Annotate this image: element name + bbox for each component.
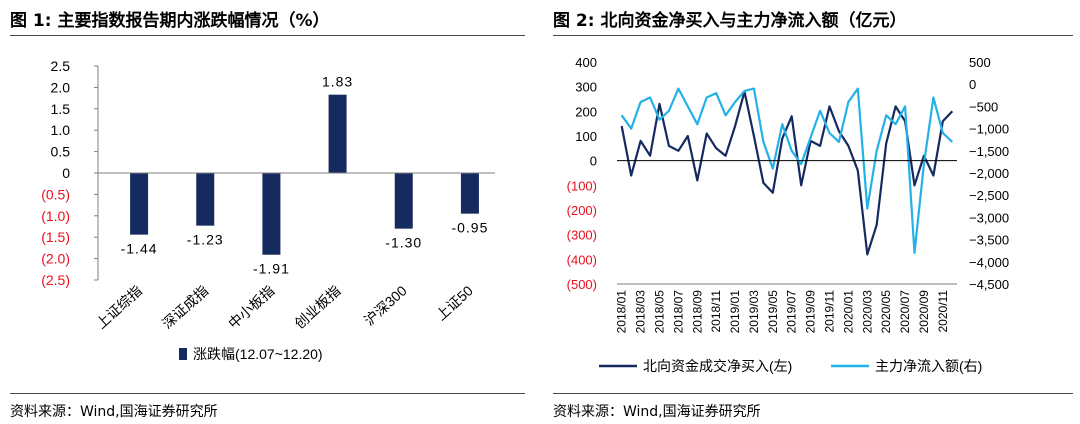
- x-tick-label: 2019/01: [728, 290, 742, 334]
- left-source-rule: [10, 393, 525, 394]
- x-tick-label: 2020/11: [936, 290, 950, 333]
- right-chart-right-tick-label: −500: [969, 99, 998, 114]
- legend-label: 涨跌幅(12.07~12.20): [193, 346, 323, 362]
- x-tick-label: 2019/05: [766, 290, 780, 334]
- left-panel: 图 1: 主要指数报告期内涨跌幅情况（%） 2.5 2.0 1.5 1.0 0.5 0 (0…: [10, 0, 530, 424]
- right-chart-right-tick-label: 500: [969, 55, 991, 70]
- bar-value-label: 1.83: [322, 74, 353, 90]
- bar-6: [460, 173, 479, 214]
- bar-5: [394, 173, 413, 229]
- category-label: 上证综指: [93, 282, 145, 331]
- left-y-tick-label: 0.5: [51, 144, 71, 160]
- right-chart-right-tick-label: −1,000: [969, 122, 1009, 137]
- right-chart-right-tick-label: −2,500: [969, 188, 1009, 203]
- right-chart-left-tick-label: 0: [590, 154, 597, 169]
- right-panel: 图 2: 北向资金净买入与主力净流入额（亿元） 400 300 200 100 0 (10…: [553, 0, 1073, 424]
- x-tick-label: 2020/09: [917, 290, 931, 334]
- x-tick-label: 2020/07: [898, 290, 912, 334]
- x-tick-label: 2018/03: [634, 290, 648, 334]
- right-chart-right-tick-label: 0: [969, 77, 976, 92]
- series-line-1: [620, 90, 954, 256]
- right-chart-right-tick-label: −3,500: [969, 233, 1009, 248]
- category-label: 上证50: [433, 282, 476, 323]
- x-tick-label: 2019/09: [804, 290, 818, 334]
- left-y-tick-label: (1.5): [41, 229, 70, 245]
- right-chart-right-tick-label: −2,000: [969, 166, 1009, 181]
- category-label: 中小板指: [225, 282, 277, 331]
- left-chart-title: 图 1: 主要指数报告期内涨跌幅情况（%）: [10, 11, 330, 31]
- category-label: 创业板指: [291, 282, 343, 331]
- left-y-tick-label: (0.5): [41, 186, 70, 202]
- right-chart-left-tick-label: 100: [575, 129, 597, 144]
- right-chart-left-tick-label: 300: [575, 80, 597, 95]
- right-chart-title: 图 2: 北向资金净买入与主力净流入额（亿元）: [553, 11, 907, 31]
- left-y-tick-label: (2.5): [41, 272, 70, 288]
- x-tick-label: 2020/05: [879, 290, 893, 334]
- bar-value-label: -1.91: [253, 261, 290, 277]
- right-chart-right-tick-label: −3,000: [969, 210, 1009, 225]
- left-y-tick-label: 2.5: [51, 58, 71, 74]
- bar-value-label: -1.30: [385, 235, 422, 251]
- bar-value-label: -0.95: [451, 220, 488, 236]
- category-label: 沪深300: [361, 282, 410, 328]
- left-y-tick-label: 1.5: [51, 101, 71, 117]
- right-chart-right-tick-label: −4,000: [969, 255, 1009, 270]
- left-y-tick-label: 0: [62, 165, 70, 181]
- right-line-chart: 400 300 200 100 0 (100) (200) (300) (400) (500) 50…: [567, 55, 1009, 374]
- series-line-2: [620, 87, 954, 254]
- legend-swatch: [179, 348, 187, 360]
- x-tick-label: 2018/11: [709, 290, 723, 333]
- left-bar-chart: 2.5 2.0 1.5 1.0 0.5 0 (0.5) (1.0) (1.5) (2.0) (2.5…: [41, 58, 495, 362]
- left-title-rule: [10, 35, 525, 36]
- right-chart-left-tick-label: (400): [567, 252, 597, 267]
- bar-2: [196, 173, 215, 226]
- right-chart-left-tick-label: 400: [575, 55, 597, 70]
- x-tick-label: 2019/07: [785, 290, 799, 334]
- left-y-tick-label: (1.0): [41, 208, 70, 224]
- x-tick-label: 2020/03: [860, 290, 874, 334]
- bar-1: [130, 173, 149, 235]
- left-y-tick-label: (2.0): [41, 251, 70, 267]
- right-title-rule: [553, 35, 1073, 36]
- right-source-note: 资料来源：Wind,国海证券研究所: [553, 404, 761, 420]
- left-legend: 涨跌幅(12.07~12.20): [179, 346, 323, 362]
- legend-label-1: 北向资金成交净买入(左): [643, 358, 792, 374]
- x-tick-label: 2018/05: [653, 290, 667, 334]
- right-chart-left-tick-label: (300): [567, 228, 597, 243]
- right-source-rule: [553, 393, 1073, 394]
- left-source-note: 资料来源：Wind,国海证券研究所: [10, 404, 218, 420]
- right-chart-left-tick-label: (500): [567, 277, 597, 292]
- right-legend: 北向资金成交净买入(左) 主力净流入额(右): [599, 358, 982, 374]
- left-y-tick-label: 1.0: [51, 122, 71, 138]
- x-tick-label: 2018/07: [671, 290, 685, 334]
- x-tick-label: 2020/01: [841, 290, 855, 334]
- bar-3: [262, 173, 281, 255]
- right-chart-left-tick-label: 200: [575, 104, 597, 119]
- x-tick-label: 2018/09: [690, 290, 704, 334]
- bar-value-label: -1.23: [187, 232, 224, 248]
- bar-4: [328, 94, 347, 173]
- x-tick-label: 2019/03: [747, 290, 761, 334]
- right-chart-left-tick-label: (200): [567, 203, 597, 218]
- right-chart-left-tick-label: (100): [567, 178, 597, 193]
- bar-value-label: -1.44: [121, 241, 158, 257]
- legend-label-2: 主力净流入额(右): [875, 358, 982, 374]
- x-tick-label: 2019/11: [823, 290, 837, 333]
- right-chart-right-tick-label: −1,500: [969, 144, 1009, 159]
- x-tick-label: 2018/01: [615, 290, 629, 334]
- category-label: 深证成指: [159, 282, 211, 331]
- left-y-tick-label: 2.0: [51, 79, 71, 95]
- right-chart-right-tick-label: −4,500: [969, 277, 1009, 292]
